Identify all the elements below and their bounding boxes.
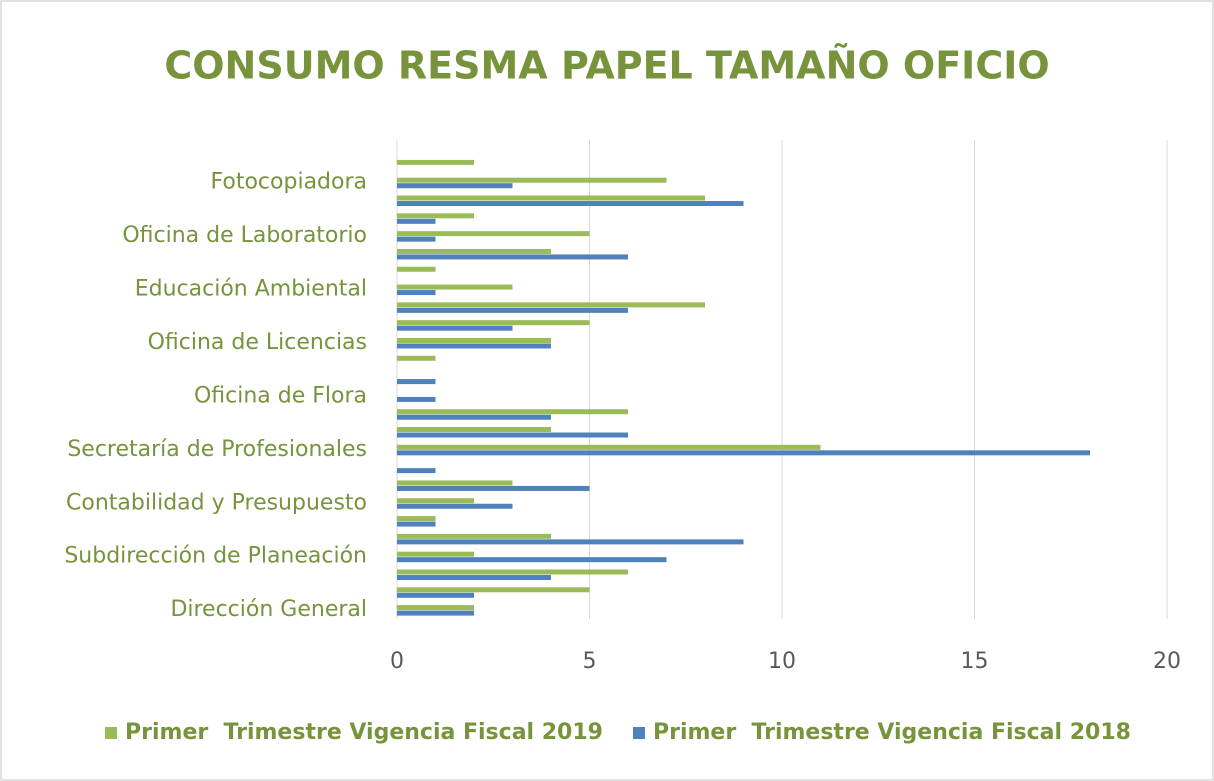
bar xyxy=(397,248,551,254)
bar xyxy=(397,468,436,474)
bar xyxy=(397,320,590,326)
bar xyxy=(397,183,513,189)
bar xyxy=(397,355,436,361)
y-tick-label: Contabilidad y Presupuesto xyxy=(66,490,367,515)
bar xyxy=(397,569,628,575)
y-tick-label: Educación Ambiental xyxy=(135,277,367,302)
bar xyxy=(397,432,628,438)
x-tick-label: 5 xyxy=(583,649,597,674)
bar xyxy=(397,574,551,580)
bar xyxy=(397,516,436,522)
bar xyxy=(397,236,436,242)
y-tick-label: Fotocopiadora xyxy=(211,170,367,195)
bar xyxy=(397,195,705,201)
bar xyxy=(397,284,513,290)
bar xyxy=(397,159,474,165)
y-tick-label: Oficina de Laboratorio xyxy=(122,223,367,248)
bar xyxy=(397,480,513,486)
bar xyxy=(397,409,628,415)
bar xyxy=(397,325,513,331)
x-tick-label: 20 xyxy=(1153,649,1181,674)
bar xyxy=(397,218,436,224)
bar xyxy=(397,307,628,313)
bar xyxy=(397,533,551,539)
bar xyxy=(397,231,590,237)
chart-title: CONSUMO RESMA PAPEL TAMAÑO OFICIO xyxy=(164,44,1049,88)
bar xyxy=(397,444,821,450)
bar xyxy=(397,592,474,598)
bar xyxy=(397,201,744,207)
bar xyxy=(397,557,667,563)
bar xyxy=(397,605,474,611)
bar xyxy=(397,213,474,219)
x-tick-label: 10 xyxy=(768,649,796,674)
bar xyxy=(397,521,436,527)
y-tick-label: Oficina de Licencias xyxy=(148,330,367,355)
x-tick-label: 15 xyxy=(961,649,989,674)
bar xyxy=(397,337,551,343)
bar xyxy=(397,485,590,491)
bar xyxy=(397,266,436,272)
bar xyxy=(397,414,551,420)
bar xyxy=(397,551,474,557)
bar xyxy=(397,396,436,402)
bar xyxy=(397,302,705,308)
y-tick-label: Secretaría de Profesionales xyxy=(67,437,367,462)
bar xyxy=(397,290,436,296)
bar xyxy=(397,254,628,260)
bar xyxy=(397,427,551,433)
legend-label: Primer Trimestre Vigencia Fiscal 2018 xyxy=(653,720,1131,745)
legend-swatch xyxy=(632,727,645,739)
bar xyxy=(397,177,667,183)
bar xyxy=(397,503,513,509)
y-tick-label: Subdirección de Planeación xyxy=(64,544,367,569)
bar xyxy=(397,610,474,616)
bar xyxy=(397,539,744,545)
legend-swatch xyxy=(105,727,117,739)
y-tick-label: Dirección General xyxy=(170,597,367,622)
x-tick-label: 0 xyxy=(390,649,404,674)
bar xyxy=(397,343,551,349)
bar xyxy=(397,450,1090,456)
bar xyxy=(397,379,436,385)
y-tick-label: Oficina de Flora xyxy=(194,383,367,408)
bar xyxy=(397,498,474,504)
bar xyxy=(397,587,590,593)
legend-label: Primer Trimestre Vigencia Fiscal 2019 xyxy=(125,720,603,745)
